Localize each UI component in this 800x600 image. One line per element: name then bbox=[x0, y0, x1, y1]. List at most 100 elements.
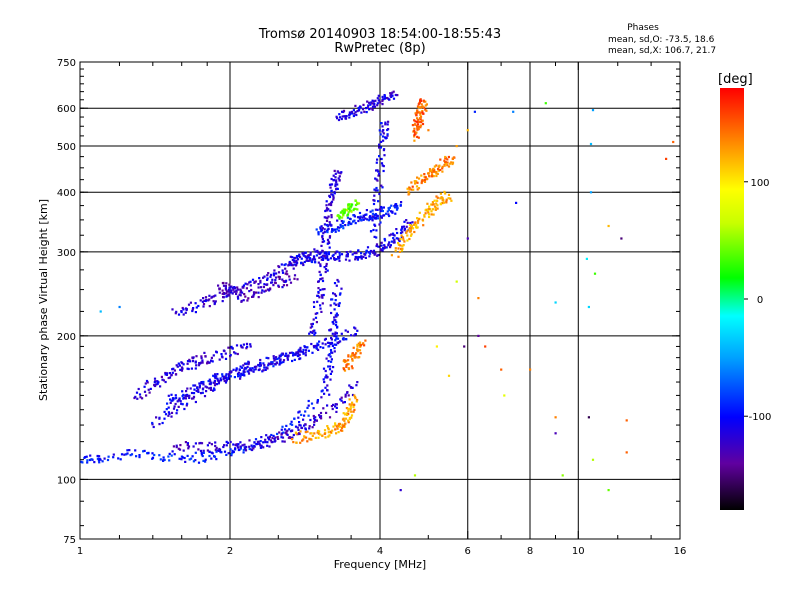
data-point bbox=[447, 155, 450, 159]
data-point bbox=[244, 282, 247, 285]
data-point bbox=[347, 419, 350, 422]
data-point bbox=[239, 375, 242, 378]
data-point bbox=[314, 344, 317, 347]
data-point bbox=[317, 432, 320, 435]
data-point bbox=[366, 218, 369, 221]
data-point bbox=[257, 440, 260, 443]
data-point bbox=[433, 165, 436, 168]
data-point bbox=[267, 438, 271, 441]
data-point bbox=[337, 424, 340, 428]
data-point bbox=[285, 352, 288, 355]
data-point bbox=[259, 444, 262, 447]
data-point bbox=[330, 311, 333, 315]
data-point bbox=[199, 441, 202, 445]
data-point bbox=[212, 381, 215, 384]
data-point bbox=[194, 442, 197, 445]
data-point bbox=[329, 365, 332, 368]
data-point bbox=[347, 410, 350, 413]
data-point bbox=[399, 244, 402, 247]
data-point bbox=[235, 368, 238, 371]
data-point bbox=[259, 281, 262, 284]
data-point bbox=[304, 427, 307, 430]
data-point bbox=[442, 201, 445, 204]
data-point bbox=[330, 193, 333, 196]
data-point bbox=[210, 443, 213, 446]
data-point bbox=[262, 369, 265, 372]
data-point bbox=[392, 90, 395, 93]
data-point bbox=[167, 394, 170, 397]
data-point bbox=[259, 440, 262, 443]
data-point bbox=[381, 135, 385, 138]
data-point bbox=[229, 375, 232, 378]
data-point bbox=[409, 228, 412, 231]
data-point bbox=[163, 458, 166, 461]
data-point bbox=[237, 443, 240, 446]
data-point bbox=[320, 294, 323, 297]
data-point bbox=[343, 210, 346, 213]
data-point bbox=[334, 332, 337, 336]
data-point bbox=[432, 169, 435, 172]
data-point bbox=[419, 98, 422, 101]
data-point bbox=[222, 281, 225, 285]
data-point bbox=[379, 122, 383, 125]
data-point bbox=[197, 388, 200, 391]
data-point bbox=[381, 130, 384, 133]
data-point bbox=[227, 346, 230, 349]
data-point bbox=[371, 102, 374, 105]
data-point bbox=[323, 380, 326, 384]
data-point bbox=[189, 387, 192, 390]
data-point bbox=[357, 109, 361, 112]
data-point bbox=[291, 264, 294, 267]
data-point bbox=[321, 296, 324, 299]
data-point bbox=[198, 384, 201, 387]
data-point bbox=[168, 376, 172, 379]
data-point bbox=[336, 278, 339, 282]
data-point bbox=[151, 423, 154, 426]
data-point bbox=[250, 288, 253, 292]
data-point bbox=[282, 431, 285, 434]
data-point bbox=[235, 344, 239, 347]
data-point bbox=[393, 238, 396, 241]
data-point bbox=[187, 367, 190, 371]
data-point bbox=[203, 395, 207, 398]
data-point bbox=[268, 362, 272, 365]
data-point bbox=[274, 279, 277, 282]
data-point bbox=[394, 203, 397, 206]
data-point bbox=[233, 290, 236, 293]
data-point bbox=[281, 440, 284, 443]
data-point bbox=[194, 459, 197, 462]
data-point bbox=[345, 254, 348, 257]
data-point bbox=[427, 211, 430, 214]
data-point bbox=[405, 225, 408, 228]
data-point bbox=[288, 436, 291, 439]
data-point bbox=[228, 283, 231, 286]
data-point bbox=[591, 458, 595, 461]
data-point bbox=[324, 376, 327, 379]
data-point bbox=[354, 111, 357, 114]
data-point bbox=[397, 243, 400, 246]
data-point bbox=[173, 453, 176, 456]
data-point bbox=[423, 178, 427, 181]
data-point bbox=[307, 349, 310, 352]
data-point bbox=[268, 445, 271, 448]
data-point bbox=[120, 453, 124, 456]
data-point bbox=[201, 454, 204, 458]
data-point bbox=[179, 400, 182, 403]
data-point bbox=[251, 445, 254, 449]
x-tick-label: 4 bbox=[377, 546, 383, 557]
data-point bbox=[373, 252, 376, 255]
data-point bbox=[242, 299, 245, 302]
data-point bbox=[333, 282, 337, 285]
data-point bbox=[268, 436, 271, 439]
data-point bbox=[451, 161, 455, 164]
data-point bbox=[296, 426, 299, 429]
data-point bbox=[607, 224, 610, 228]
data-point bbox=[414, 222, 417, 225]
data-point bbox=[275, 356, 278, 359]
data-point bbox=[356, 258, 359, 261]
data-point bbox=[324, 257, 327, 260]
data-point bbox=[423, 175, 426, 178]
data-point bbox=[357, 202, 361, 205]
data-point bbox=[419, 117, 422, 120]
data-point bbox=[382, 98, 385, 101]
